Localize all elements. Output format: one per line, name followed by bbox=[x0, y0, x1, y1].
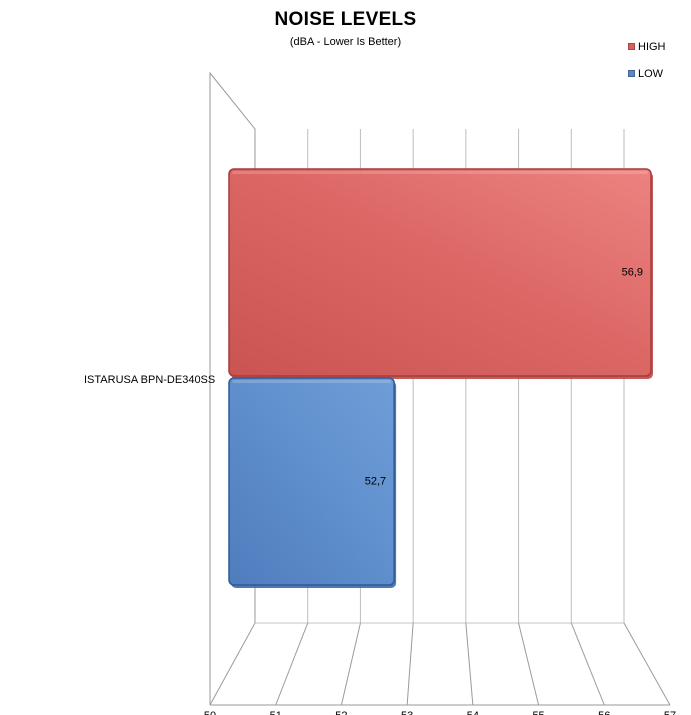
x-tick-label: 57 bbox=[664, 710, 676, 715]
floor-line bbox=[518, 622, 540, 706]
label-layer: 50 51 52 53 54 55 56 57 ISTARUSA BPN-DE340SS 56,9… bbox=[84, 267, 676, 715]
floor-line bbox=[406, 622, 414, 706]
chart-subtitle: (dBA - Lower Is Better) bbox=[289, 36, 402, 48]
x-tick-label: 54 bbox=[467, 710, 479, 715]
bar-low bbox=[228, 377, 395, 586]
floor-line bbox=[275, 622, 309, 706]
x-tick-label: 50 bbox=[204, 710, 216, 715]
x-tick-label: 51 bbox=[270, 710, 282, 715]
data-label-high: 56,9 bbox=[622, 267, 643, 279]
legend-entry-high: HIGH bbox=[628, 41, 666, 53]
bar-low-highlight bbox=[232, 380, 392, 383]
floor-line bbox=[623, 622, 671, 706]
floor-line bbox=[465, 622, 474, 706]
floor-line bbox=[570, 622, 605, 706]
legend-swatch-low bbox=[628, 70, 635, 77]
legend-label-high: HIGH bbox=[638, 41, 666, 53]
legend-label-low: LOW bbox=[638, 68, 664, 80]
x-tick-label: 53 bbox=[401, 710, 413, 715]
legend-swatch-high bbox=[628, 43, 635, 50]
bar-high-highlight bbox=[232, 171, 648, 174]
y-category-label: ISTARUSA BPN-DE340SS bbox=[84, 374, 215, 386]
data-label-low: 52,7 bbox=[365, 476, 386, 488]
floor-line bbox=[340, 622, 361, 706]
x-tick-label: 55 bbox=[532, 710, 544, 715]
bar-high bbox=[228, 168, 652, 377]
legend-entry-low: LOW bbox=[628, 68, 663, 80]
x-tick-label: 52 bbox=[335, 710, 347, 715]
bar-layer bbox=[228, 168, 653, 588]
chart-title: NOISE LEVELS bbox=[274, 9, 417, 30]
x-tick-label: 56 bbox=[598, 710, 610, 715]
